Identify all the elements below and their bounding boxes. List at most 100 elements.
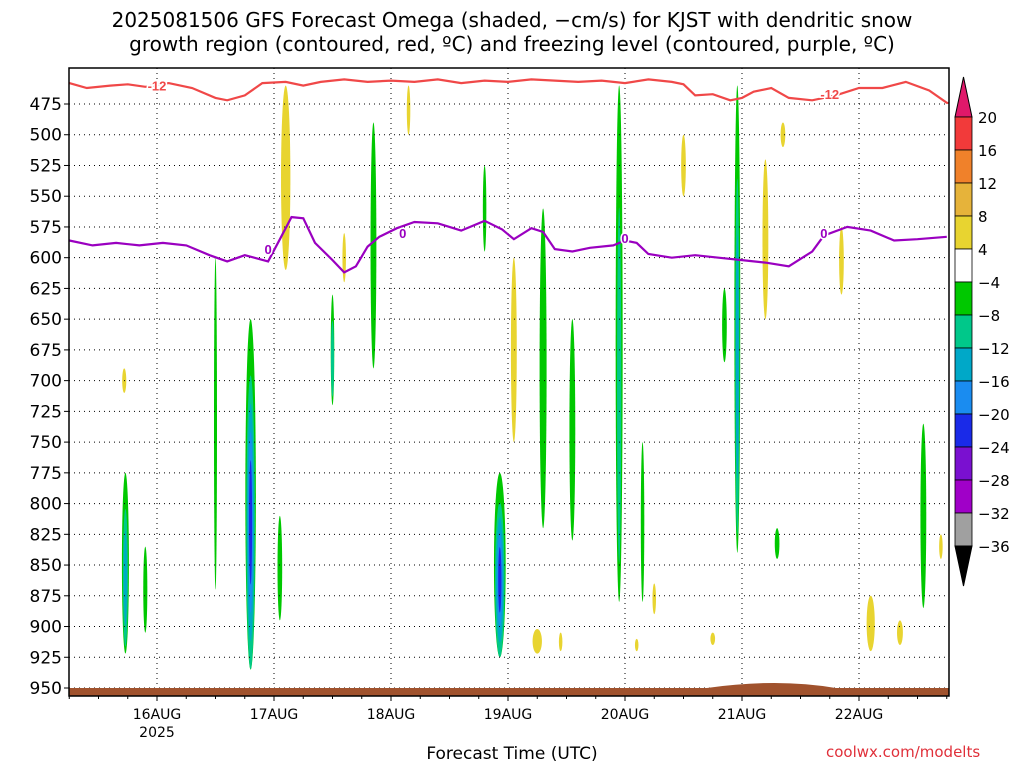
colorbar-swatch <box>954 182 973 217</box>
contour-line <box>69 215 947 274</box>
y-tick-label: 825 <box>30 525 62 545</box>
y-tick-label: 775 <box>30 464 62 484</box>
omega-region <box>569 319 576 541</box>
colorbar-swatch <box>954 248 973 283</box>
colorbar-label: −28 <box>978 472 1010 490</box>
x-tick-label: 16AUG <box>133 707 182 723</box>
plot-area: -12 -12 0 0 0 0 <box>69 68 949 696</box>
omega-region <box>920 423 927 609</box>
source-link[interactable]: coolwx.com/modelts <box>826 743 981 761</box>
x-tick-label: 17AUG <box>250 707 299 723</box>
omega-region <box>539 208 547 529</box>
y-tick-label: 525 <box>30 156 62 176</box>
y-tick-label: 750 <box>30 433 62 453</box>
colorbar-label: −36 <box>978 538 1010 556</box>
positive-omega-region <box>281 85 291 270</box>
colorbar-bottom-arrow <box>954 545 973 587</box>
y-tick-label: 575 <box>30 218 62 238</box>
colorbar-swatch <box>954 116 973 151</box>
y-tick-label: 500 <box>30 126 62 146</box>
colorbar-label: −20 <box>978 406 1010 424</box>
colorbar-top-arrow <box>954 76 973 118</box>
y-tick-label: 800 <box>30 495 62 515</box>
positive-omega-region <box>634 638 639 652</box>
contour-label: 0 <box>820 226 827 241</box>
omega-region <box>277 515 283 621</box>
omega-region <box>640 442 645 602</box>
colorbar-swatch <box>954 479 973 514</box>
positive-omega-region <box>406 85 411 135</box>
terrain-strip <box>69 688 949 696</box>
y-tick-label: 900 <box>30 618 62 638</box>
colorbar-label: 20 <box>978 109 997 127</box>
y-tick-label: 700 <box>30 372 62 392</box>
positive-omega-region <box>762 159 769 320</box>
positive-omega-region <box>510 257 517 443</box>
omega-region <box>331 320 334 397</box>
colorbar-swatch <box>954 413 973 448</box>
y-tick-label: 650 <box>30 310 62 330</box>
colorbar-label: −24 <box>978 439 1010 457</box>
y-tick-label: 475 <box>30 95 62 115</box>
x-tick-label: 21AUG <box>718 707 767 723</box>
contour-label: -12 <box>148 79 167 94</box>
contour-label: -12 <box>820 87 839 102</box>
y-tick-label: 675 <box>30 341 62 361</box>
y-tick-label: 950 <box>30 679 62 699</box>
x-axis-label: Forecast Time (UTC) <box>426 744 598 764</box>
positive-omega-region <box>780 122 786 148</box>
omega-region <box>370 122 377 369</box>
y-tick-label: 925 <box>30 648 62 668</box>
colorbar-swatch <box>954 446 973 481</box>
x-tick-label: 20AUG <box>601 707 650 723</box>
y-tick-label: 600 <box>30 249 62 269</box>
positive-omega-region <box>532 628 542 654</box>
colorbar-swatch <box>954 149 973 184</box>
y-tick-label: 850 <box>30 556 62 576</box>
x-tick-label: 18AUG <box>367 707 416 723</box>
chart-title: 2025081506 GFS Forecast Omega (shaded, −… <box>0 8 1024 56</box>
positive-omega-region <box>681 134 686 197</box>
colorbar-label: −8 <box>978 307 1000 325</box>
colorbar-label: 8 <box>978 208 988 226</box>
positive-omega-region <box>652 583 657 615</box>
omega-region <box>214 257 217 590</box>
x-tick-label: 19AUG <box>484 707 533 723</box>
positive-omega-region <box>710 632 716 645</box>
positive-omega-region <box>939 534 943 559</box>
colorbar-label: −16 <box>978 373 1010 391</box>
omega-region <box>735 234 739 479</box>
x-tick-label: 22AUG <box>835 707 884 723</box>
colorbar-swatch <box>954 314 973 349</box>
colorbar-swatch <box>954 215 973 250</box>
title-line-1: 2025081506 GFS Forecast Omega (shaded, −… <box>111 8 913 32</box>
contour-label: 0 <box>399 226 406 241</box>
colorbar-swatch <box>954 512 973 547</box>
colorbar-label: 16 <box>978 142 997 160</box>
omega-region <box>498 547 502 613</box>
y-tick-label: 875 <box>30 587 62 607</box>
colorbar-label: −12 <box>978 340 1010 358</box>
y-tick-label: 725 <box>30 402 62 422</box>
omega-region <box>774 528 780 559</box>
colorbar-swatch <box>954 347 973 382</box>
terrain-bump <box>706 683 836 688</box>
contour-label: 0 <box>265 242 272 257</box>
colorbar-label: 12 <box>978 175 997 193</box>
colorbar-label: 4 <box>978 241 988 259</box>
omega-region <box>722 288 727 363</box>
plot-frame <box>68 67 950 697</box>
positive-omega-region <box>558 632 563 652</box>
contour-label: 0 <box>621 231 628 246</box>
colorbar-label: −32 <box>978 505 1010 523</box>
y-tick-label: 625 <box>30 279 62 299</box>
omega-region <box>482 165 487 252</box>
omega-region <box>617 207 622 563</box>
colorbar-swatch <box>954 380 973 415</box>
positive-omega-region <box>897 620 903 645</box>
omega-region <box>123 530 127 626</box>
omega-region <box>249 460 253 585</box>
x-tick-sublabel: 2025 <box>139 725 175 741</box>
y-tick-label: 550 <box>30 187 62 207</box>
